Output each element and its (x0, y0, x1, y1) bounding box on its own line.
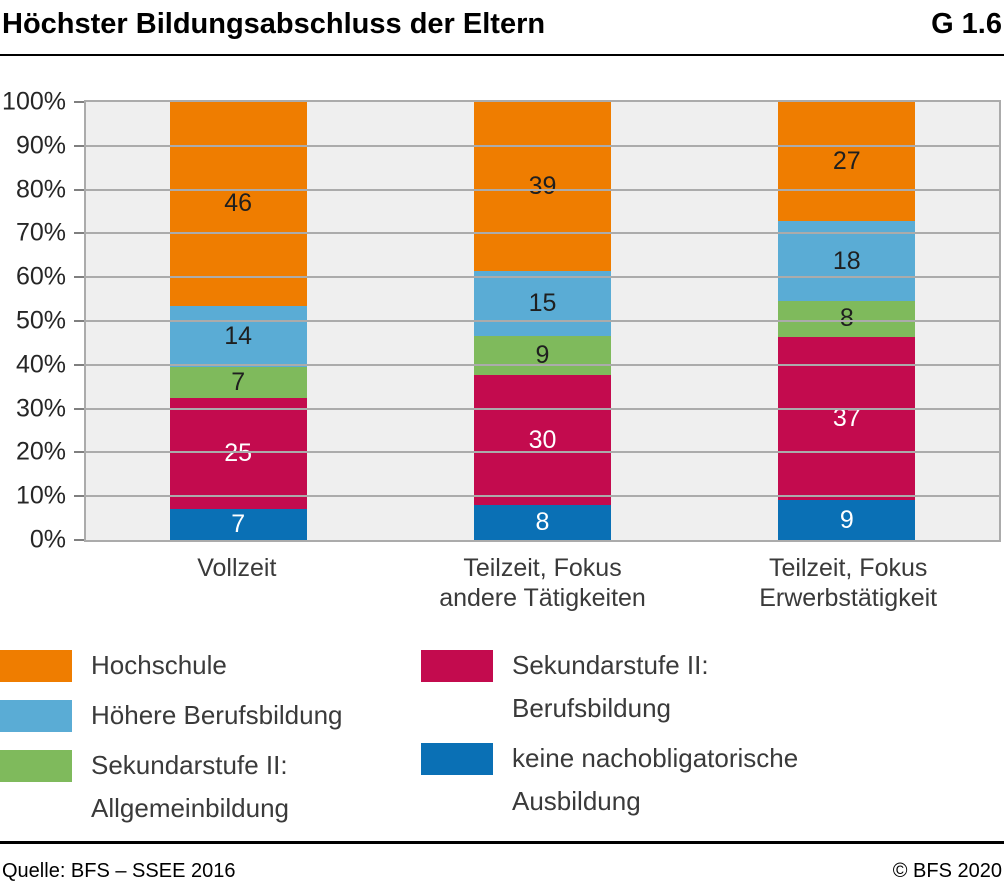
bar-segment: 9 (778, 500, 916, 540)
axis-tick (74, 144, 84, 147)
bar-segment: 14 (169, 305, 307, 368)
y-tick-label: 80% (15, 175, 66, 204)
bar-segment: 46 (169, 102, 307, 306)
legend-swatch (421, 650, 493, 682)
bar-segment: 27 (778, 102, 916, 222)
bar-value-label: 14 (224, 322, 253, 350)
chart-area: 7 25 7 14 46 8 30 9 15 39 9 37 8 18 27 100% 90% 80% 70% 60… (2, 89, 1001, 613)
bar-segment: 8 (778, 301, 916, 337)
bar-value-label: 9 (535, 341, 550, 370)
category-label: Vollzeit (197, 554, 277, 582)
y-tick-label: 50% (15, 306, 66, 335)
bars-container: 7 25 7 14 46 8 30 9 15 39 9 37 8 18 27 (86, 102, 999, 540)
category-axis: Vollzeit Teilzeit, Fokus andere Tätigkeit… (84, 553, 1001, 613)
gridline (86, 451, 999, 454)
axis-tick (74, 232, 84, 235)
y-tick-label: 20% (15, 437, 66, 466)
figure-number: G 1.6 (931, 8, 1002, 40)
axis-tick (74, 276, 84, 279)
axis-tick (74, 188, 84, 191)
bar-column: 8 30 9 15 39 (390, 102, 694, 540)
plot-area: 7 25 7 14 46 8 30 9 15 39 9 37 8 18 27 100% 90% 80% 70% 60… (2, 89, 1001, 552)
bar-segment: 9 (474, 336, 611, 376)
bar-value-label: 15 (528, 289, 557, 318)
axis-tick (74, 495, 84, 498)
axis-tick (74, 320, 84, 322)
legend-item: keine nachobligatorische Ausbildung (421, 741, 798, 823)
legend: Hochschule Höhere Berufsbildung Sekundarst… (0, 648, 1004, 841)
axis-tick (74, 407, 84, 410)
bar-column: 9 37 8 18 27 (695, 102, 999, 540)
bar-value-label: 18 (832, 246, 861, 275)
gridline (86, 232, 999, 235)
gridline (86, 276, 999, 279)
bar-segment: 37 (778, 336, 916, 501)
bar-value-label: 39 (528, 172, 557, 201)
y-tick-label: 100% (2, 87, 66, 116)
bar-value-label: 8 (535, 508, 550, 537)
legend-label: Hochschule (91, 650, 227, 680)
legend-item: Hochschule (0, 648, 421, 687)
category-label: Teilzeit, Fokus Erwerbstätigkeit (759, 554, 938, 612)
legend-swatch (421, 743, 493, 775)
stacked-bar: 7 25 7 14 46 (169, 102, 307, 540)
y-tick-label: 10% (15, 481, 66, 510)
bar-value-label: 25 (224, 439, 253, 468)
gridline (86, 495, 999, 498)
y-tick-label: 90% (15, 131, 66, 160)
bar-value-label: 9 (839, 505, 854, 534)
bar-segment: 7 (169, 367, 307, 399)
legend-label: Höhere Berufsbildung (91, 700, 343, 730)
axis-tick (74, 451, 84, 454)
bar-segment: 8 (474, 505, 611, 540)
stacked-bar: 9 37 8 18 27 (778, 102, 916, 540)
bar-value-label: 7 (231, 510, 246, 539)
bar-value-label: 37 (832, 403, 861, 432)
page-title: Höchster Bildungsabschluss der Eltern (2, 8, 546, 40)
y-tick-label: 60% (15, 262, 66, 291)
gridline (86, 363, 999, 366)
y-tick-label: 0% (29, 525, 66, 554)
legend-swatch (0, 700, 72, 732)
category-label: Teilzeit, Fokus andere Tätigkeiten (439, 554, 646, 612)
gridline (86, 407, 999, 410)
bar-value-label: 46 (224, 189, 253, 218)
copyright-note: © BFS 2020 (892, 860, 1002, 882)
legend-column: Sekundarstufe II: Berufsbildung keine nac… (421, 648, 798, 841)
legend-label: Sekundarstufe II: Allgemeinbildung (91, 750, 290, 823)
bar-value-label: 27 (832, 147, 861, 176)
bar-value-label: 7 (231, 368, 246, 397)
bar-segment: 15 (474, 271, 611, 337)
legend-item: Höhere Berufsbildung (0, 698, 421, 737)
y-tick-label: 70% (15, 218, 66, 247)
gridline (86, 320, 999, 322)
axis-tick (74, 363, 84, 366)
legend-label: keine nachobligatorische Ausbildung (512, 743, 799, 816)
legend-swatch (0, 650, 72, 682)
chart-header: Höchster Bildungsabschluss der Eltern G … (0, 0, 1004, 56)
axis-tick (74, 539, 84, 541)
bar-value-label: 30 (528, 425, 557, 454)
y-tick-label: 30% (15, 394, 66, 423)
bar-column: 7 25 7 14 46 (86, 102, 390, 540)
stacked-bar: 8 30 9 15 39 (474, 102, 611, 540)
footer: Quelle: BFS – SSEE 2016 © BFS 2020 (0, 841, 1004, 890)
legend-swatch (0, 750, 72, 782)
bar-value-label: 8 (839, 304, 854, 333)
gridline (86, 144, 999, 147)
legend-item: Sekundarstufe II: Berufsbildung (421, 648, 798, 730)
legend-item: Sekundarstufe II: Allgemeinbildung (0, 748, 421, 830)
bar-segment: 18 (778, 221, 916, 302)
gridline (86, 188, 999, 191)
legend-label: Sekundarstufe II: Berufsbildung (512, 650, 709, 723)
y-tick-label: 40% (15, 350, 66, 379)
source-note: Quelle: BFS – SSEE 2016 (2, 860, 236, 882)
axis-tick (74, 101, 84, 103)
bar-segment: 25 (169, 398, 307, 510)
legend-column: Hochschule Höhere Berufsbildung Sekundarst… (0, 648, 421, 841)
bar-segment: 7 (169, 509, 307, 540)
bar-segment: 39 (474, 102, 611, 272)
bar-segment: 30 (474, 375, 611, 506)
